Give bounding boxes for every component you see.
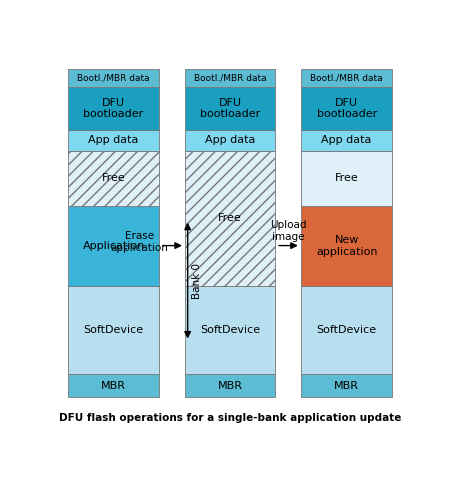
Bar [185,68,275,87]
Bar [68,87,159,130]
Bar [185,87,275,130]
Text: Bank 0: Bank 0 [192,262,202,298]
Bar [68,206,159,286]
Bar [185,374,275,397]
Bar [185,286,275,374]
Bar [185,150,275,286]
Bar [301,286,392,374]
Bar [301,150,392,206]
Text: MBR: MBR [218,380,242,390]
Bar [68,374,159,397]
Text: DFU
bootloader: DFU bootloader [317,98,377,119]
Text: Free: Free [335,173,359,183]
Text: SoftDevice: SoftDevice [317,325,377,335]
Text: New
application: New application [316,235,378,257]
Text: Bootl./MBR data: Bootl./MBR data [310,73,383,82]
Text: Erase
application: Erase application [111,231,168,253]
Text: Free: Free [101,173,125,183]
Bar [301,130,392,150]
Text: DFU flash operations for a single-bank application update: DFU flash operations for a single-bank a… [59,412,401,422]
Text: Bootl./MBR data: Bootl./MBR data [194,73,266,82]
Text: App data: App data [321,136,372,145]
Text: App data: App data [88,136,139,145]
Bar [68,286,159,374]
Text: SoftDevice: SoftDevice [200,325,260,335]
Text: DFU
bootloader: DFU bootloader [84,98,144,119]
Text: DFU
bootloader: DFU bootloader [200,98,260,119]
Bar [68,150,159,206]
Bar [301,206,392,286]
Bar [68,130,159,150]
Text: MBR: MBR [334,380,359,390]
Bar [301,68,392,87]
Text: Bootl./MBR data: Bootl./MBR data [77,73,150,82]
Bar [185,130,275,150]
Text: SoftDevice: SoftDevice [84,325,144,335]
Text: MBR: MBR [101,380,126,390]
Text: Free: Free [218,213,242,223]
Bar [301,87,392,130]
Text: App data: App data [205,136,255,145]
Bar [301,374,392,397]
Text: Upload
image: Upload image [270,220,307,241]
Text: Application: Application [83,241,145,251]
Bar [68,68,159,87]
